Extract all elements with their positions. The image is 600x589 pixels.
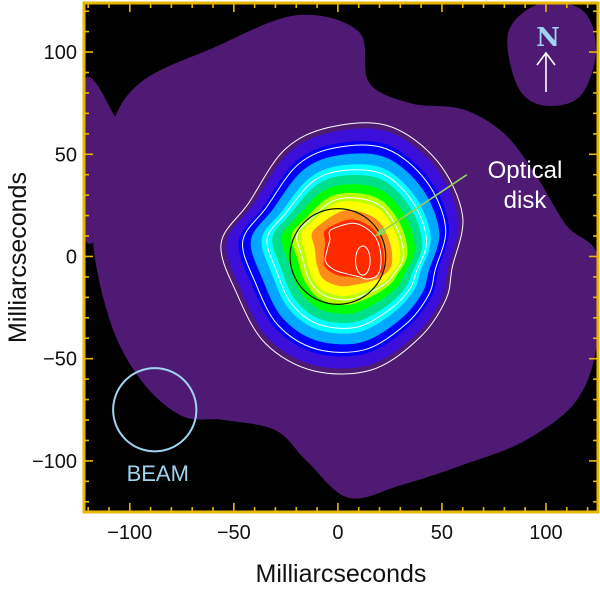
y-tick-label: 50: [55, 144, 77, 166]
optical-disk-label-line2: disk: [504, 187, 548, 214]
optical-disk-label-line1: Optical: [488, 157, 563, 184]
x-tick-label: 0: [332, 522, 343, 544]
x-tick-label: 50: [431, 522, 453, 544]
contour-line-5: [324, 222, 382, 280]
optical-disk-arrow: [374, 174, 468, 237]
axis-ticks: [84, 3, 598, 512]
contour-line-3: [266, 169, 428, 329]
overlays: Optical disk BEAM N: [112, 23, 563, 486]
x-tick-label: −100: [107, 522, 152, 544]
plot-frame: [82, 1, 600, 514]
y-tick-labels: −100 −50 0 50 100: [32, 42, 77, 473]
peak-contour: [355, 245, 371, 276]
x-tick-label: 100: [529, 522, 562, 544]
beam-label: BEAM: [127, 461, 189, 486]
contour-line-2: [242, 144, 447, 353]
y-tick-label: 0: [66, 246, 77, 268]
beam-circle: [112, 367, 198, 453]
x-tick-labels: −100 −50 0 50 100: [107, 522, 562, 544]
contour-layers: [84, 3, 598, 499]
contour-level-11: [323, 219, 385, 279]
y-tick-label: −50: [43, 349, 77, 371]
purple-emission-left-edge: [84, 76, 130, 244]
contour-line-1: [220, 122, 464, 375]
y-tick-label: −100: [32, 451, 77, 473]
y-tick-label: 100: [44, 42, 77, 64]
contour-line-4: [296, 197, 404, 301]
north-label: N: [536, 23, 560, 53]
north-arrow-head: [536, 51, 556, 66]
x-tick-label: −50: [217, 522, 251, 544]
optical-disk-circle: [289, 208, 387, 305]
y-axis-title: Milliarcseconds: [4, 172, 32, 343]
purple-emission-top-right: [507, 3, 596, 107]
x-axis-title: Milliarcseconds: [256, 560, 427, 588]
optical-disk-arrowhead: [375, 226, 387, 237]
